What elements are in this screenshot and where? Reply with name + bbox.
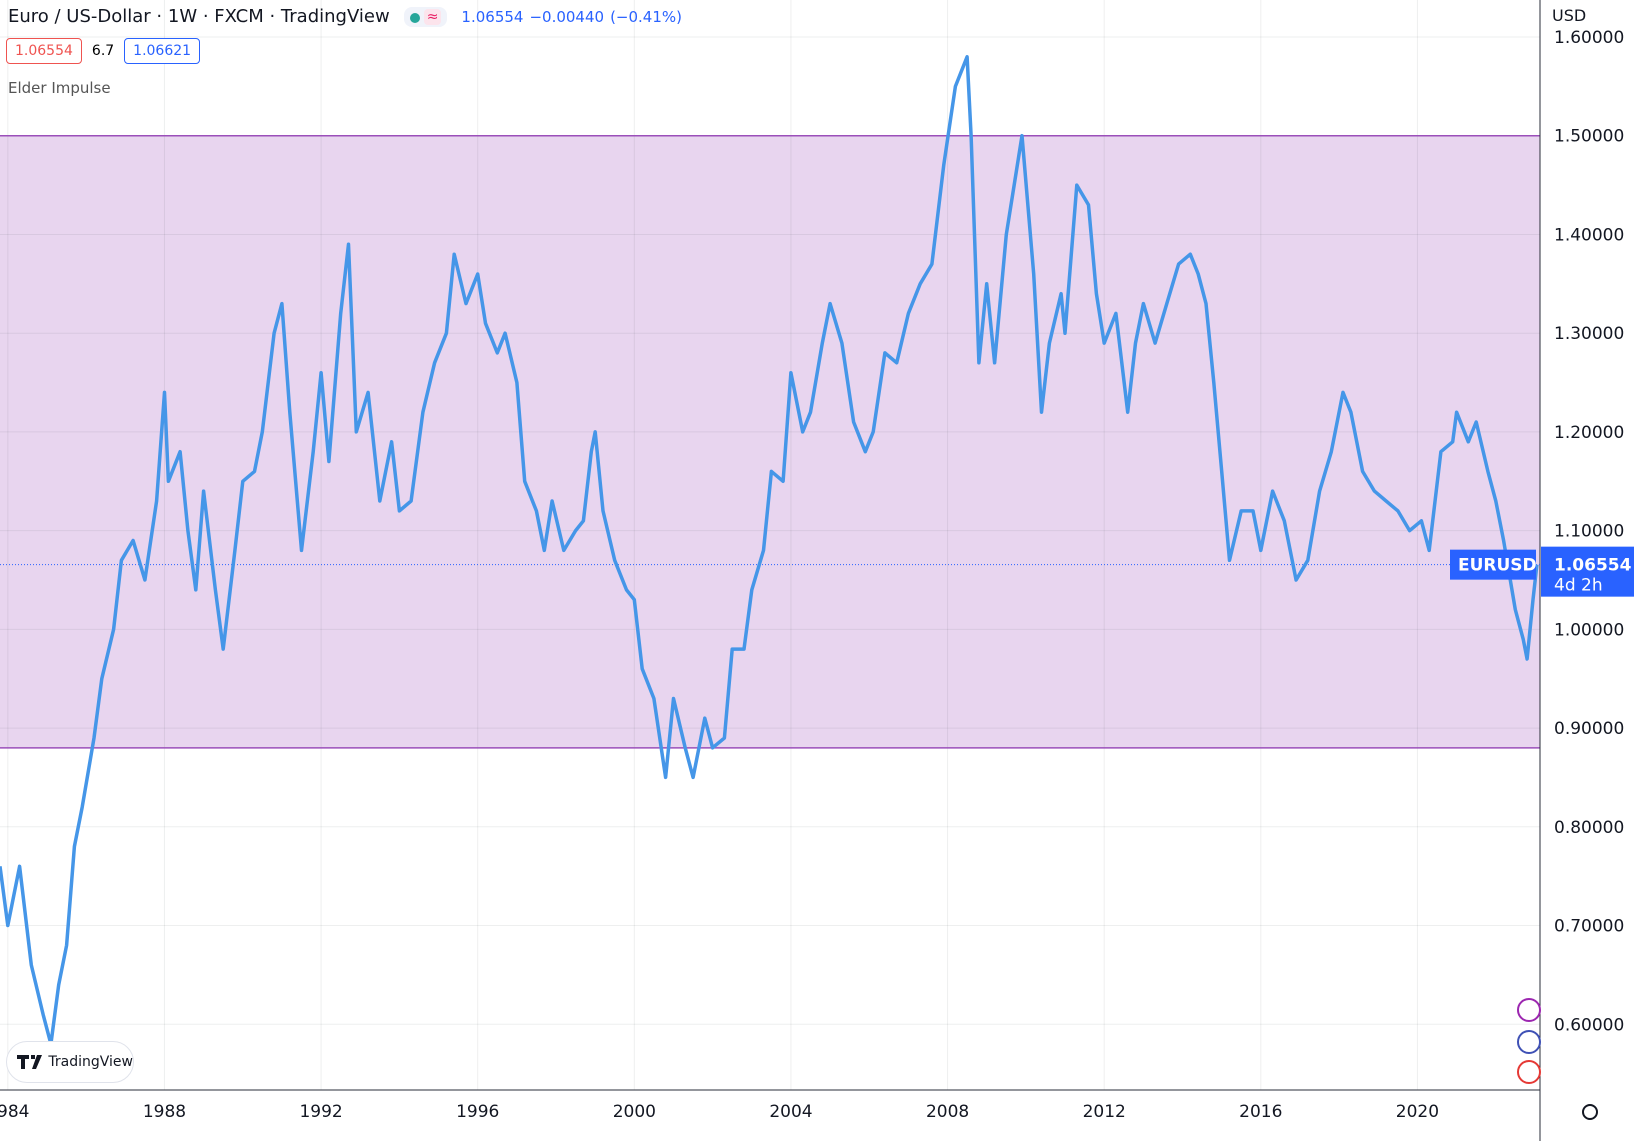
symbol-title[interactable]: Euro / US-Dollar · 1W · FXCM · TradingVi…: [8, 6, 390, 27]
x-tick-label: 1984: [0, 1102, 29, 1122]
y-tick-label: 1.10000: [1554, 522, 1624, 542]
price-series: [0, 55, 1539, 1046]
logo-text: TradingView: [48, 1054, 133, 1070]
price-tag-countdown: 4d 2h: [1554, 576, 1603, 596]
y-tick-label: 0.80000: [1554, 818, 1624, 838]
logo-icon: [17, 1055, 42, 1069]
y-tick-label: 1.00000: [1554, 620, 1624, 640]
header-values: 1.06554 −0.00440 (−0.41%): [461, 8, 682, 26]
settings-icon: [1582, 1104, 1598, 1120]
y-tick-label: 1.60000: [1554, 28, 1624, 48]
last-price: 1.06554: [461, 7, 524, 26]
event-icon: [1517, 998, 1541, 1022]
ask[interactable]: 1.06621: [124, 38, 201, 64]
y-tick-label: 0.70000: [1554, 917, 1624, 937]
header: Euro / US-Dollar · 1W · FXCM · TradingVi…: [8, 6, 682, 27]
logo[interactable]: TradingView: [6, 1041, 134, 1083]
y-tick-label: 0.60000: [1554, 1015, 1624, 1035]
x-tick-label: 1992: [299, 1102, 342, 1122]
price-tag-value: 1.06554: [1554, 556, 1632, 576]
x-tick-label: 2016: [1239, 1102, 1282, 1122]
symbol-tag-text: EURUSD: [1458, 556, 1537, 576]
x-tick-label: 2020: [1396, 1102, 1439, 1122]
x-tick-label: 2000: [613, 1102, 656, 1122]
bid[interactable]: 1.06554: [6, 38, 82, 64]
x-tick-label: 1996: [456, 1102, 499, 1122]
y-tick-label: 1.50000: [1554, 127, 1624, 147]
range-band: [0, 135, 1540, 748]
price-tag: [1541, 546, 1634, 597]
y-tick-label: 0.90000: [1554, 719, 1624, 739]
x-tick-label: 2004: [769, 1102, 812, 1122]
spread: 6.7: [91, 43, 115, 59]
status-pill[interactable]: ≈: [403, 6, 448, 27]
symbol-tag: [1450, 549, 1536, 580]
event-icon: [1517, 1030, 1541, 1054]
x-tick-label: 2012: [1083, 1102, 1126, 1122]
event-icon: [1517, 1060, 1541, 1084]
change: −0.00440: [529, 7, 605, 26]
y-tick-label: 1.20000: [1554, 423, 1624, 443]
quote-row: 1.06554 6.7 1.06621: [6, 38, 201, 64]
x-tick-label: 1988: [143, 1102, 186, 1122]
y-tick-label: 1.40000: [1554, 225, 1624, 245]
indicator-label[interactable]: Elder Impulse: [8, 79, 111, 97]
x-tick-label: 2008: [926, 1102, 969, 1122]
change-pct: (−0.41%): [610, 7, 682, 26]
y-tick-label: 1.30000: [1554, 324, 1624, 344]
currency[interactable]: USD: [1552, 6, 1587, 25]
